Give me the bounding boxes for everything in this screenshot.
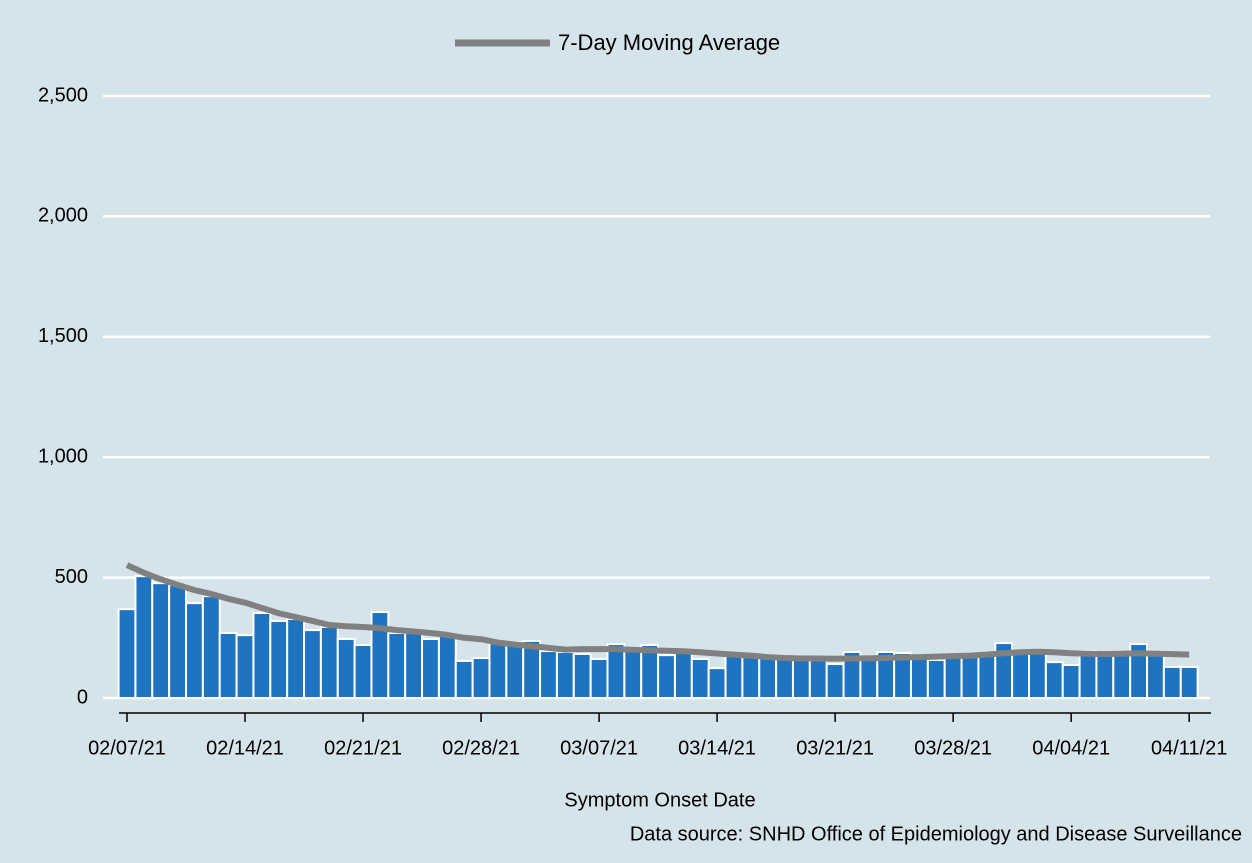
bar [303, 629, 322, 700]
y-tick-label: 1,000 [38, 445, 88, 467]
bar [421, 638, 440, 700]
bar [437, 634, 457, 699]
bar [673, 651, 693, 700]
bar [353, 644, 373, 699]
y-tick-label: 500 [55, 566, 88, 588]
bar [572, 652, 592, 699]
bar [859, 655, 879, 700]
bar [201, 595, 221, 699]
bar [657, 654, 676, 699]
bar [977, 652, 997, 699]
bar [269, 619, 289, 699]
y-tick-label: 2,500 [38, 84, 88, 106]
bar [1112, 654, 1132, 699]
bar [404, 631, 424, 700]
y-tick-label: 0 [77, 686, 88, 708]
bar [505, 641, 525, 699]
y-tick-label: 2,000 [38, 205, 88, 227]
bar [791, 657, 811, 700]
bar [943, 655, 963, 700]
bar [252, 611, 272, 700]
x-axis-title: Symptom Onset Date [564, 789, 755, 811]
bar [454, 659, 474, 700]
legend-label: 7-Day Moving Average [558, 30, 780, 55]
bar [168, 584, 188, 700]
bar [1146, 652, 1165, 699]
bar [960, 654, 980, 699]
bar [387, 631, 407, 700]
bar [1061, 664, 1081, 699]
x-tick-label: 03/14/21 [678, 737, 756, 759]
bar [707, 667, 727, 700]
bar [218, 631, 238, 700]
bar [471, 657, 491, 700]
bar [1078, 650, 1098, 700]
bar [555, 651, 575, 700]
bar [319, 625, 339, 699]
bar [724, 652, 744, 699]
bar [1044, 661, 1064, 699]
bar [775, 656, 794, 700]
x-tick-label: 03/21/21 [796, 737, 874, 759]
bar [1011, 650, 1031, 700]
x-tick-label: 04/11/21 [1151, 737, 1227, 759]
bar [808, 657, 828, 700]
y-tick-label: 1,500 [38, 325, 88, 347]
bar [151, 582, 171, 700]
bar [623, 647, 643, 700]
x-tick-label: 02/14/21 [206, 737, 284, 759]
bar [825, 663, 845, 699]
bar [117, 608, 137, 699]
bar [286, 618, 306, 699]
x-tick-label: 02/21/21 [324, 737, 402, 759]
x-tick-label: 02/28/21 [442, 737, 520, 759]
bar [741, 654, 761, 699]
bar [1162, 665, 1182, 700]
bar [690, 657, 710, 700]
bar [1095, 651, 1115, 699]
bar [909, 656, 929, 700]
bar [336, 638, 356, 700]
bar [1179, 665, 1199, 700]
moving-average-line [125, 562, 1190, 662]
bar [539, 650, 558, 700]
x-tick-label: 03/07/21 [560, 737, 638, 759]
bar [185, 602, 204, 700]
x-tick-label: 03/28/21 [914, 737, 992, 759]
bar [758, 656, 778, 700]
bar [134, 575, 154, 700]
bar [1028, 651, 1047, 699]
bar [488, 642, 508, 699]
source-note: Data source: SNHD Office of Epidemiology… [630, 823, 1242, 845]
bar [235, 634, 255, 699]
x-tick-label: 02/07/21 [88, 737, 166, 759]
bar [926, 658, 946, 700]
x-tick-label: 04/04/21 [1032, 737, 1110, 759]
bar [589, 657, 609, 700]
